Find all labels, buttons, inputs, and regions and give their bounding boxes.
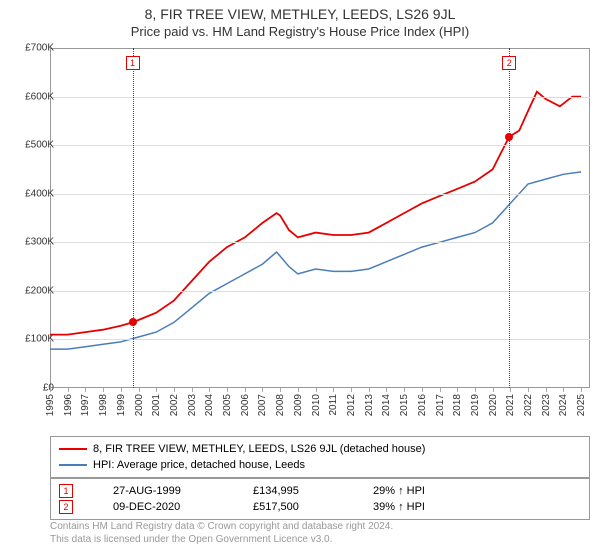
chart-title: 8, FIR TREE VIEW, METHLEY, LEEDS, LS26 9… [0,6,600,22]
x-axis-label: 2010 [311,394,322,416]
chart-subtitle: Price paid vs. HM Land Registry's House … [0,24,600,39]
copyright-notice: Contains HM Land Registry data © Crown c… [50,520,590,546]
x-axis-label: 1997 [80,394,91,416]
sale-row: 2 09-DEC-2020 £517,500 39% ↑ HPI [59,499,581,515]
x-axis-label: 2014 [381,394,392,416]
copyright-line-1: Contains HM Land Registry data © Crown c… [50,520,590,533]
y-axis-label: £500K [6,140,54,151]
y-axis-label: £200K [6,285,54,296]
sale-delta: 29% ↑ HPI [373,485,425,497]
x-axis-label: 1998 [98,394,109,416]
x-axis-label: 2011 [328,394,339,416]
x-axis-label: 2006 [240,394,251,416]
y-axis-label: £600K [6,91,54,102]
sale-price: £517,500 [253,501,333,513]
sale-index-box: 1 [59,484,73,498]
x-axis-label: 2021 [505,394,516,416]
legend-row: 8, FIR TREE VIEW, METHLEY, LEEDS, LS26 9… [59,441,581,457]
sale-row: 1 27-AUG-1999 £134,995 29% ↑ HPI [59,483,581,499]
x-axis-label: 2012 [346,394,357,416]
x-axis-label: 2005 [222,394,233,416]
x-axis-label: 2015 [399,394,410,416]
x-axis-label: 2023 [541,394,552,416]
y-axis-label: £100K [6,334,54,345]
x-axis-label: 2001 [151,394,162,416]
x-axis-label: 2017 [435,394,446,416]
x-axis-label: 2020 [488,394,499,416]
sale-marker-box: 2 [502,56,516,70]
x-axis-label: 2019 [470,394,481,416]
legend-swatch [59,464,87,466]
x-axis-label: 2009 [293,394,304,416]
copyright-line-2: This data is licensed under the Open Gov… [50,533,590,546]
legend-swatch [59,448,87,450]
x-axis-label: 2003 [187,394,198,416]
x-axis-label: 1996 [63,394,74,416]
y-axis-label: £700K [6,43,54,54]
legend-series: 8, FIR TREE VIEW, METHLEY, LEEDS, LS26 9… [50,436,590,478]
sale-marker-dot [129,318,137,326]
x-axis-label: 2013 [364,394,375,416]
x-axis-label: 1999 [116,394,127,416]
x-axis-label: 2018 [452,394,463,416]
x-axis-label: 2000 [134,394,145,416]
sale-date: 09-DEC-2020 [113,501,213,513]
sale-price: £134,995 [253,485,333,497]
sale-date: 27-AUG-1999 [113,485,213,497]
y-axis-label: £400K [6,188,54,199]
legend-label: 8, FIR TREE VIEW, METHLEY, LEEDS, LS26 9… [93,443,425,455]
x-axis-label: 1995 [45,394,56,416]
x-axis-label: 2024 [558,394,569,416]
sale-marker-dot [505,133,513,141]
sale-delta: 39% ↑ HPI [373,501,425,513]
sale-index-box: 2 [59,500,73,514]
x-axis-label: 2002 [169,394,180,416]
x-axis-label: 2025 [576,394,587,416]
x-axis-label: 2016 [417,394,428,416]
legend-sales: 1 27-AUG-1999 £134,995 29% ↑ HPI 2 09-DEC-202… [50,478,590,520]
title-block: 8, FIR TREE VIEW, METHLEY, LEEDS, LS26 9… [0,0,600,39]
legend-row: HPI: Average price, detached house, Leed… [59,457,581,473]
x-axis-label: 2004 [204,394,215,416]
legend-label: HPI: Average price, detached house, Leed… [93,459,305,471]
x-axis-label: 2008 [275,394,286,416]
sale-marker-box: 1 [126,56,140,70]
y-axis-label: £300K [6,237,54,248]
y-axis-label: £0 [6,383,54,394]
x-axis-label: 2022 [523,394,534,416]
x-axis-label: 2007 [257,394,268,416]
